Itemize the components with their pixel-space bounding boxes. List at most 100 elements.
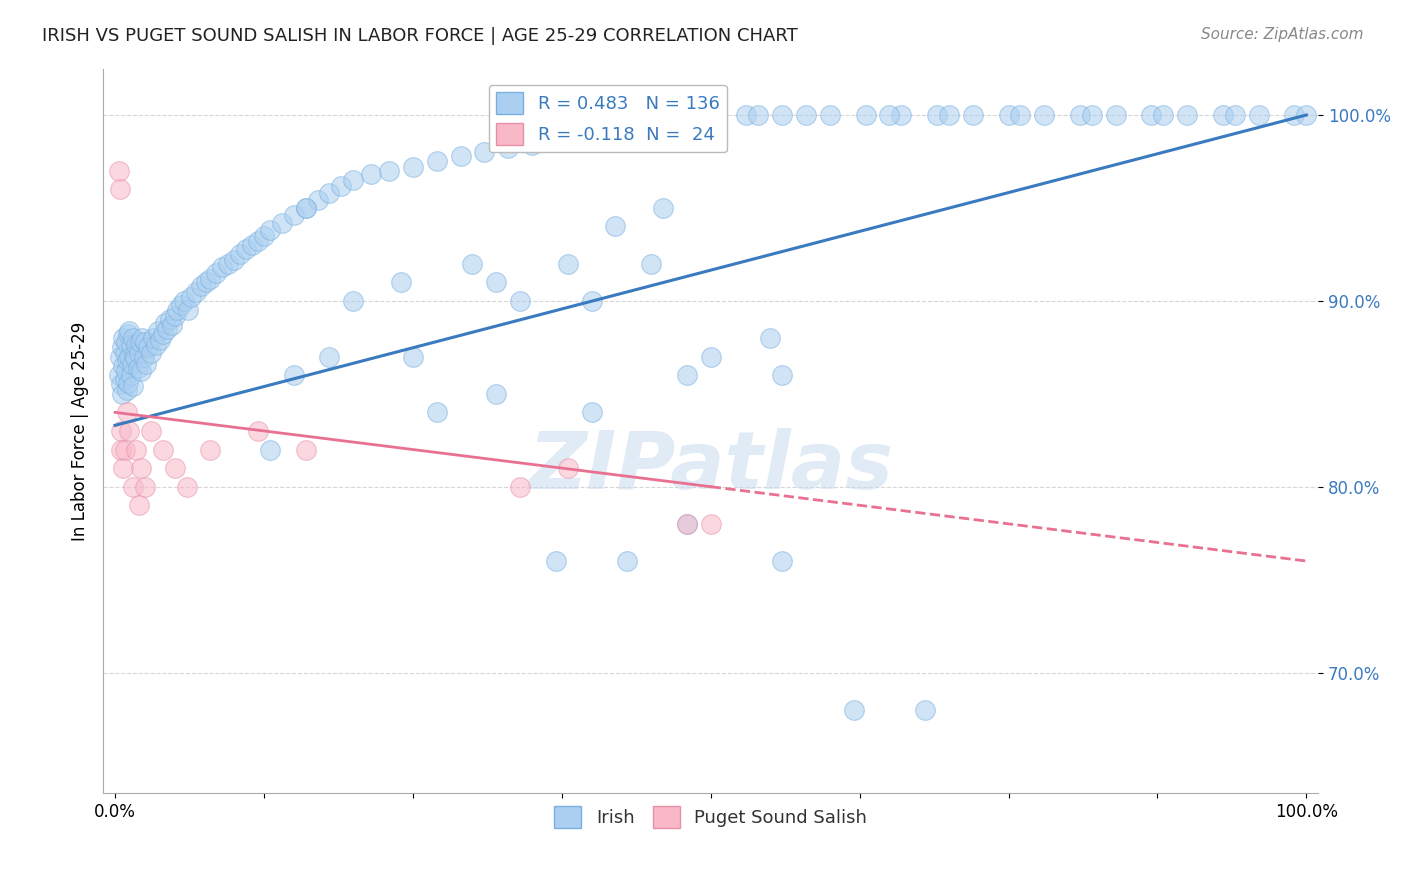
Point [160, 318, 183, 332]
Point [138, 340, 160, 354]
Point [190, 279, 212, 293]
Text: IRISH VS PUGET SOUND SALISH IN LABOR FORCE | AGE 25-29 CORRELATION CHART: IRISH VS PUGET SOUND SALISH IN LABOR FOR… [42, 27, 799, 45]
Point [1247, 108, 1270, 122]
Point [107, 368, 129, 383]
Point [118, 350, 141, 364]
Point [118, 324, 141, 338]
Point [938, 108, 960, 122]
Point [699, 516, 721, 531]
Point [509, 293, 531, 308]
Text: Source: ZipAtlas.com: Source: ZipAtlas.com [1201, 27, 1364, 42]
Point [149, 333, 172, 347]
Point [496, 141, 519, 155]
Point [173, 293, 195, 308]
Point [142, 331, 165, 345]
Point [485, 275, 508, 289]
Point [640, 257, 662, 271]
Point [176, 480, 198, 494]
Point [1152, 108, 1174, 122]
Point [1081, 108, 1104, 122]
Point [112, 359, 135, 373]
Point [120, 338, 142, 352]
Point [652, 201, 675, 215]
Point [159, 312, 181, 326]
Point [997, 108, 1019, 122]
Point [735, 108, 758, 122]
Point [211, 260, 233, 275]
Point [1033, 108, 1056, 122]
Point [509, 480, 531, 494]
Point [117, 327, 139, 342]
Point [818, 108, 841, 122]
Point [890, 108, 912, 122]
Point [163, 461, 186, 475]
Point [676, 516, 699, 531]
Point [253, 228, 276, 243]
Point [135, 357, 157, 371]
Point [114, 346, 136, 360]
Point [1295, 108, 1317, 122]
Point [240, 238, 263, 252]
Point [122, 480, 145, 494]
Point [127, 360, 149, 375]
Point [962, 108, 984, 122]
Point [246, 235, 269, 249]
Point [770, 368, 793, 383]
Point [914, 703, 936, 717]
Point [1212, 108, 1234, 122]
Point [426, 154, 449, 169]
Point [925, 108, 948, 122]
Legend: Irish, Puget Sound Salish: Irish, Puget Sound Salish [547, 798, 875, 835]
Point [184, 285, 207, 299]
Point [294, 442, 316, 457]
Point [581, 293, 603, 308]
Point [1223, 108, 1246, 122]
Point [294, 201, 316, 215]
Point [129, 364, 152, 378]
Point [699, 350, 721, 364]
Point [581, 405, 603, 419]
Point [122, 348, 145, 362]
Point [117, 376, 139, 390]
Point [270, 216, 292, 230]
Point [177, 303, 200, 318]
Point [152, 327, 174, 342]
Point [378, 163, 401, 178]
Point [842, 703, 865, 717]
Point [360, 168, 382, 182]
Point [544, 554, 567, 568]
Point [108, 350, 131, 364]
Point [1010, 108, 1032, 122]
Point [115, 405, 138, 419]
Point [1284, 108, 1306, 122]
Point [108, 182, 131, 196]
Point [194, 275, 217, 289]
Point [235, 242, 257, 256]
Point [200, 442, 222, 457]
Point [544, 134, 567, 148]
Point [224, 252, 246, 267]
Point [1105, 108, 1128, 122]
Point [107, 163, 129, 178]
Point [129, 461, 152, 475]
Point [200, 271, 222, 285]
Point [283, 368, 305, 383]
Point [122, 331, 145, 345]
Point [115, 353, 138, 368]
Point [110, 424, 132, 438]
Point [163, 309, 186, 323]
Point [402, 350, 425, 364]
Point [676, 368, 699, 383]
Point [180, 290, 202, 304]
Point [855, 108, 877, 122]
Point [676, 516, 699, 531]
Point [461, 257, 484, 271]
Point [111, 386, 134, 401]
Point [342, 293, 364, 308]
Point [699, 108, 721, 122]
Text: ZIPatlas: ZIPatlas [529, 428, 893, 506]
Point [124, 351, 146, 366]
Point [112, 331, 135, 345]
Point [114, 364, 136, 378]
Point [283, 208, 305, 222]
